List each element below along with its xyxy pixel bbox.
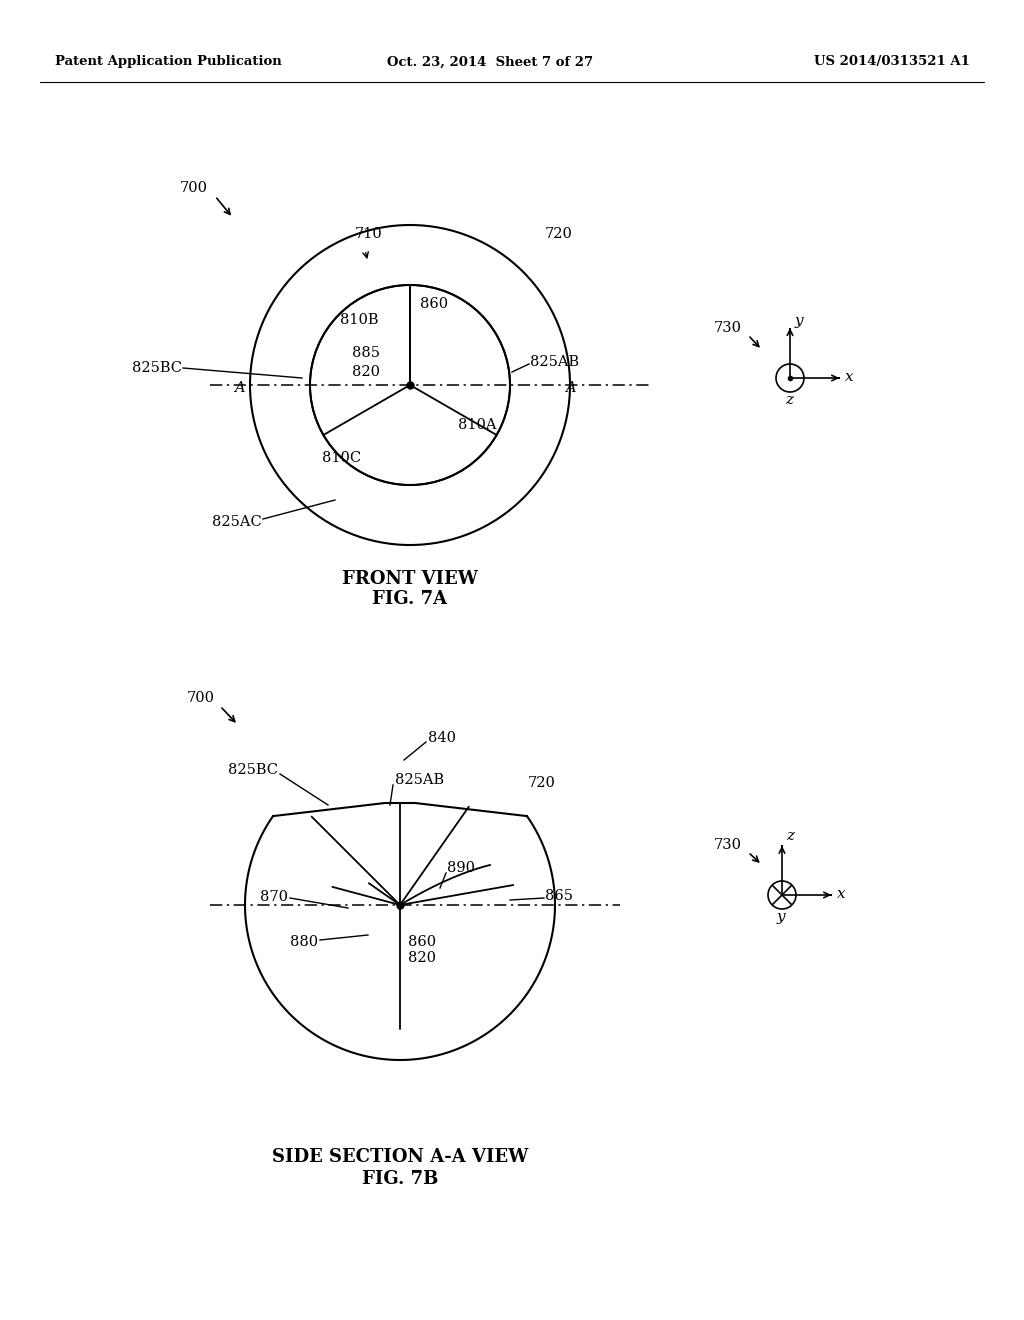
Text: x: x (837, 887, 846, 902)
Text: 825AB: 825AB (530, 355, 580, 370)
Text: z: z (785, 393, 793, 407)
Text: FIG. 7B: FIG. 7B (361, 1170, 438, 1188)
Text: 700: 700 (187, 690, 215, 705)
Text: 810C: 810C (322, 451, 361, 465)
Text: 730: 730 (714, 838, 742, 851)
Text: y: y (777, 909, 785, 924)
Text: 880: 880 (290, 935, 318, 949)
Text: 825AC: 825AC (212, 515, 262, 529)
Text: 720: 720 (545, 227, 572, 242)
Text: 710: 710 (355, 227, 383, 242)
Text: Oct. 23, 2014  Sheet 7 of 27: Oct. 23, 2014 Sheet 7 of 27 (387, 55, 593, 69)
Text: 885: 885 (352, 346, 380, 360)
Text: 825BC: 825BC (228, 763, 278, 777)
Text: 820: 820 (408, 950, 436, 965)
Text: FRONT VIEW: FRONT VIEW (342, 570, 478, 587)
Text: 860: 860 (420, 297, 449, 312)
Text: 700: 700 (180, 181, 208, 195)
Text: 730: 730 (714, 321, 742, 335)
Text: 825BC: 825BC (132, 360, 182, 375)
Text: 825AB: 825AB (395, 774, 444, 787)
Text: z: z (786, 829, 794, 843)
Text: US 2014/0313521 A1: US 2014/0313521 A1 (814, 55, 970, 69)
Text: 840: 840 (428, 731, 456, 744)
Text: A: A (565, 381, 575, 395)
Text: 860: 860 (408, 935, 436, 949)
Text: A: A (234, 381, 245, 395)
Text: 890: 890 (447, 861, 475, 875)
Text: 870: 870 (260, 890, 288, 904)
Text: 810A: 810A (458, 418, 497, 432)
Text: x: x (845, 370, 854, 384)
Text: Patent Application Publication: Patent Application Publication (55, 55, 282, 69)
Text: 720: 720 (528, 776, 556, 789)
Text: 820: 820 (352, 366, 380, 379)
Text: y: y (795, 314, 804, 327)
Text: FIG. 7A: FIG. 7A (373, 590, 447, 609)
Text: 865: 865 (545, 888, 573, 903)
Text: 810B: 810B (340, 313, 379, 327)
Text: SIDE SECTION A-A VIEW: SIDE SECTION A-A VIEW (272, 1148, 528, 1166)
